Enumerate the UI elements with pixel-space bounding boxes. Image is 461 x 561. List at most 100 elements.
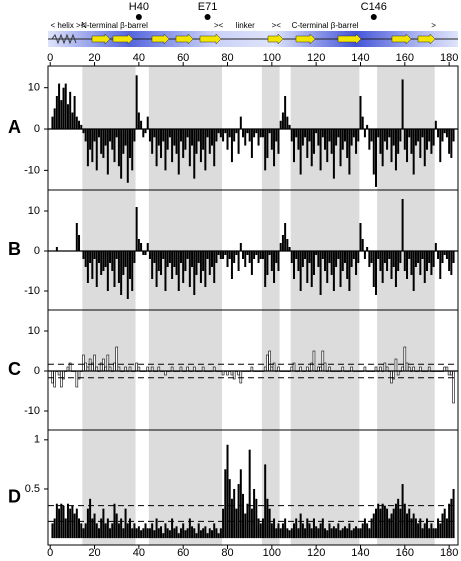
- bar: [306, 129, 309, 158]
- bar: [244, 513, 247, 539]
- bar: [279, 528, 282, 539]
- bar: [370, 518, 373, 539]
- bar: [359, 95, 362, 130]
- bar: [366, 124, 369, 130]
- x-tick-label: 100: [263, 52, 281, 64]
- bar: [412, 251, 415, 291]
- bar: [324, 251, 327, 271]
- bar: [226, 129, 229, 150]
- bar: [255, 129, 258, 134]
- bar: [93, 354, 96, 372]
- bar: [113, 251, 116, 287]
- bar: [390, 129, 393, 163]
- bar: [137, 239, 140, 251]
- bar: [352, 528, 355, 539]
- domain-label: linker: [236, 21, 255, 30]
- bar: [102, 508, 105, 539]
- bar: [233, 488, 236, 539]
- bar: [299, 513, 302, 539]
- bar: [261, 251, 264, 259]
- bar: [151, 251, 154, 279]
- bar: [366, 523, 369, 539]
- bar: [217, 129, 220, 134]
- bar: [403, 251, 406, 271]
- bar: [126, 251, 129, 299]
- bar: [332, 129, 335, 179]
- bar: [339, 251, 342, 287]
- bar: [355, 251, 358, 275]
- bar: [284, 518, 287, 539]
- bar: [273, 129, 276, 167]
- bar: [410, 518, 413, 539]
- bar: [281, 523, 284, 539]
- bar: [428, 528, 431, 539]
- bar: [202, 129, 205, 150]
- bar: [162, 129, 165, 142]
- bar: [405, 362, 409, 372]
- bar: [261, 518, 264, 539]
- bar: [73, 513, 76, 539]
- bar: [383, 505, 386, 539]
- bar: [102, 129, 105, 158]
- bar: [219, 129, 222, 138]
- bar: [293, 251, 295, 279]
- bar: [428, 129, 431, 142]
- bar: [89, 129, 92, 150]
- y-tick-label: 1: [34, 434, 40, 446]
- bar: [330, 251, 333, 275]
- bar: [326, 530, 329, 539]
- bar: [188, 129, 191, 167]
- bar: [246, 251, 249, 255]
- bar: [204, 251, 207, 287]
- bar: [441, 251, 444, 263]
- bar: [131, 251, 134, 291]
- bar: [277, 251, 280, 271]
- bar: [182, 523, 185, 539]
- bar: [235, 251, 238, 255]
- bar: [51, 523, 54, 539]
- bar: [140, 530, 143, 539]
- bar: [328, 251, 331, 263]
- bar: [394, 251, 397, 287]
- bar: [419, 129, 422, 158]
- bar: [126, 523, 129, 539]
- bar: [226, 444, 229, 539]
- bar: [430, 251, 433, 275]
- residue-dot: [204, 14, 211, 20]
- bar: [383, 251, 386, 263]
- bar: [425, 251, 428, 271]
- bar: [417, 129, 420, 142]
- bar: [379, 508, 382, 539]
- bar: [211, 251, 213, 267]
- bar: [273, 251, 276, 283]
- bar: [175, 129, 178, 154]
- bar: [319, 251, 322, 295]
- bar: [399, 251, 402, 263]
- bar: [277, 523, 280, 539]
- bar: [279, 243, 282, 251]
- bar: [95, 251, 98, 287]
- bar: [299, 129, 302, 175]
- bar: [326, 129, 329, 163]
- bar: [146, 116, 149, 130]
- residue-dot: [135, 14, 142, 20]
- bar: [286, 528, 289, 539]
- bar: [222, 251, 225, 259]
- shaded-region: [82, 66, 136, 190]
- shaded-region: [290, 66, 360, 190]
- bar: [248, 449, 251, 539]
- bar: [115, 346, 119, 372]
- bar: [295, 129, 298, 138]
- bar: [390, 370, 393, 384]
- bar: [399, 508, 402, 539]
- bar: [330, 129, 333, 154]
- bar: [115, 129, 118, 138]
- bar: [275, 528, 278, 539]
- bar: [239, 116, 242, 130]
- bar: [208, 251, 211, 275]
- bar: [129, 129, 131, 158]
- bar: [284, 223, 287, 251]
- bar: [157, 129, 160, 146]
- bar: [417, 523, 420, 539]
- x-tick-label: 80: [221, 547, 233, 559]
